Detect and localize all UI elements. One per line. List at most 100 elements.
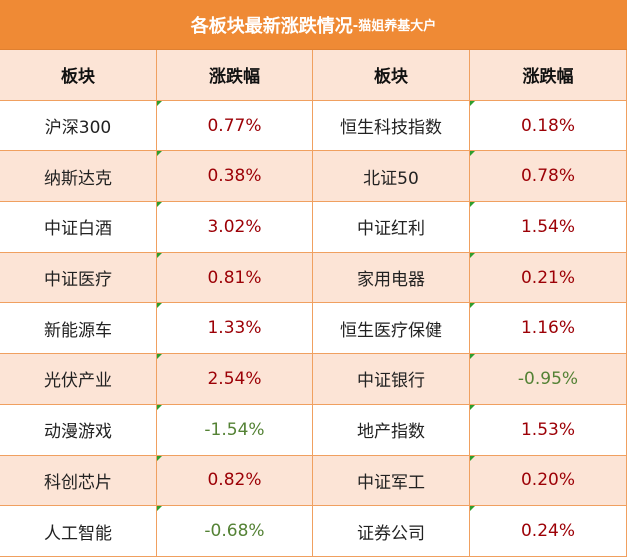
change-cell: 1.16% — [470, 303, 627, 355]
comment-marker — [157, 151, 162, 157]
comment-marker — [157, 404, 162, 410]
comment-marker — [157, 100, 162, 106]
comment-marker — [157, 506, 162, 512]
sector-cell-text: 新能源车 — [44, 320, 112, 341]
sector-cell: 中证军工 — [313, 455, 470, 507]
comment-marker — [157, 303, 162, 309]
comment-marker — [157, 252, 162, 258]
change-cell: -1.54% — [157, 404, 313, 456]
sector-cell-text: 北证50 — [363, 168, 419, 189]
header-cell: 板块 — [0, 50, 157, 101]
header-cell-text: 涨跌幅 — [209, 67, 260, 88]
change-cell-text: 0.21% — [520, 267, 575, 288]
subtitle: -猫姐养基大户 — [352, 19, 437, 34]
sector-cell: 人工智能 — [0, 506, 157, 557]
change-cell: -0.68% — [157, 506, 313, 557]
change-cell-text: 0.24% — [520, 521, 575, 542]
change-cell-text: 0.18% — [520, 115, 575, 136]
sector-cell: 动漫游戏 — [0, 404, 157, 456]
comment-marker — [470, 202, 475, 208]
sector-cell: 中证医疗 — [0, 252, 157, 304]
header-cell-text: 板块 — [374, 67, 408, 88]
header-cell-text: 涨跌幅 — [522, 67, 574, 88]
sector-cell: 家用电器 — [313, 252, 470, 304]
change-cell-text: 0.77% — [207, 115, 262, 136]
change-cell: 0.24% — [470, 506, 627, 557]
change-cell-text: -0.68% — [204, 521, 265, 542]
sector-cell-text: 家用电器 — [357, 270, 425, 291]
change-cell: 0.82% — [157, 455, 313, 507]
sector-cell-text: 中证军工 — [357, 472, 425, 493]
sector-cell-text: 纳斯达克 — [44, 168, 112, 189]
change-cell-text: 0.20% — [520, 470, 575, 491]
comment-marker — [157, 455, 162, 461]
change-cell: 0.81% — [157, 252, 313, 304]
comment-marker — [470, 455, 475, 461]
sector-cell: 光伏产业 — [0, 354, 157, 405]
sector-cell-text: 中证红利 — [357, 219, 425, 240]
change-cell-text: 1.53% — [520, 419, 575, 440]
comment-marker — [157, 354, 162, 360]
change-cell: 0.18% — [470, 100, 627, 152]
sector-cell-text: 地产指数 — [357, 422, 425, 443]
change-cell: 1.33% — [157, 303, 313, 355]
sector-cell-text: 中证白酒 — [44, 219, 112, 240]
sector-cell: 科创芯片 — [0, 455, 157, 507]
change-cell-text: -1.54% — [204, 419, 265, 440]
change-cell-text: -0.95% — [517, 368, 579, 389]
sector-cell: 新能源车 — [0, 303, 157, 355]
change-cell: 2.54% — [157, 354, 313, 405]
header-cell: 涨跌幅 — [470, 50, 627, 101]
sector-cell-text: 科创芯片 — [44, 472, 112, 493]
change-cell-text: 0.38% — [207, 166, 262, 187]
comment-marker — [470, 506, 475, 512]
change-cell-text: 1.33% — [207, 318, 262, 339]
sector-cell: 地产指数 — [313, 404, 470, 456]
title: 各板块最新涨跌情况 — [190, 15, 353, 37]
table: 板块 涨跌幅 板块 涨跌幅沪深300 0.77% 恒生科技指数 0.18% 纳斯达克 0.38%… — [0, 50, 627, 557]
change-cell: 0.78% — [470, 151, 627, 203]
change-cell-text: 3.02% — [207, 216, 262, 237]
sector-cell-text: 沪深300 — [44, 118, 112, 139]
sector-cell: 证券公司 — [313, 506, 470, 557]
comment-marker — [470, 354, 475, 360]
sector-cell-text: 恒生医疗保健 — [340, 320, 442, 341]
change-cell-text: 1.16% — [520, 318, 575, 339]
change-cell: -0.95% — [470, 354, 627, 405]
change-cell: 0.21% — [470, 252, 627, 304]
sector-cell: 中证白酒 — [0, 202, 157, 253]
comment-marker — [157, 202, 162, 208]
change-cell-text: 1.54% — [520, 216, 575, 237]
change-cell: 1.53% — [470, 404, 627, 456]
change-cell: 0.20% — [470, 455, 627, 507]
sector-cell-text: 证券公司 — [357, 523, 425, 544]
change-cell: 0.77% — [157, 100, 313, 152]
change-cell-text: 0.78% — [520, 166, 575, 187]
sector-cell: 中证红利 — [313, 202, 470, 253]
header-cell: 涨跌幅 — [157, 50, 313, 101]
sector-cell: 北证50 — [313, 151, 470, 203]
comment-marker — [470, 100, 475, 106]
sector-cell: 沪深300 — [0, 100, 157, 152]
change-cell: 1.54% — [470, 202, 627, 253]
header-cell: 板块 — [313, 50, 470, 101]
comment-marker — [470, 404, 475, 410]
sector-cell: 中证银行 — [313, 354, 470, 405]
header-cell-text: 板块 — [61, 67, 95, 88]
comment-marker — [470, 151, 475, 157]
sector-cell-text: 中证银行 — [357, 371, 425, 392]
comment-marker — [470, 303, 475, 309]
change-cell-text: 2.54% — [207, 368, 262, 389]
sector-cell-text: 恒生科技指数 — [340, 118, 442, 139]
change-cell: 3.02% — [157, 202, 313, 253]
change-cell-text: 0.82% — [207, 470, 262, 491]
sector-cell-text: 中证医疗 — [44, 270, 112, 291]
change-cell-text: 0.81% — [207, 267, 262, 288]
sector-cell: 恒生科技指数 — [313, 100, 470, 152]
change-cell: 0.38% — [157, 151, 313, 203]
sector-cell: 纳斯达克 — [0, 151, 157, 203]
sector-cell-text: 光伏产业 — [44, 371, 112, 392]
sector-cell-text: 动漫游戏 — [44, 422, 112, 443]
sector-cell: 恒生医疗保健 — [313, 303, 470, 355]
